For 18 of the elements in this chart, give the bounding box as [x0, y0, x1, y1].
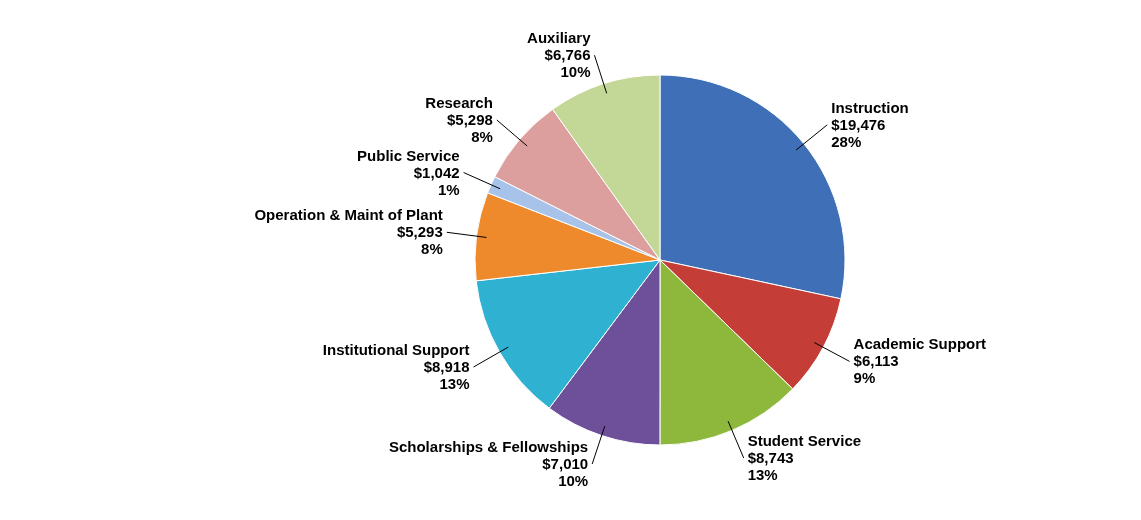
data-label: $7,010 10% — [542, 455, 589, 490]
data-label: $6,766 10% — [544, 46, 591, 81]
slice-label: Instruction — [831, 98, 909, 116]
data-label: $19,476 28% — [831, 115, 886, 150]
slice-label: Academic Support — [853, 335, 987, 353]
data-label: $8,918 13% — [423, 358, 470, 393]
slice-label: Institutional Support — [322, 341, 470, 359]
slice-label: Scholarships & Fellowships — [388, 438, 589, 456]
data-label: $8,743 13% — [747, 449, 794, 484]
slice-label: Auxiliary — [527, 29, 592, 47]
slice-label: Student Service — [747, 432, 862, 450]
data-label: $6,113 9% — [853, 352, 899, 387]
slice-label: Research — [425, 93, 493, 111]
data-label: $1,042 1% — [413, 163, 460, 198]
slice-label: Public Service — [357, 146, 460, 164]
data-label: $5,293 8% — [396, 223, 443, 258]
data-label: $5,298 8% — [446, 110, 493, 145]
slice-label: Operation & Maint of Plant — [254, 206, 443, 224]
